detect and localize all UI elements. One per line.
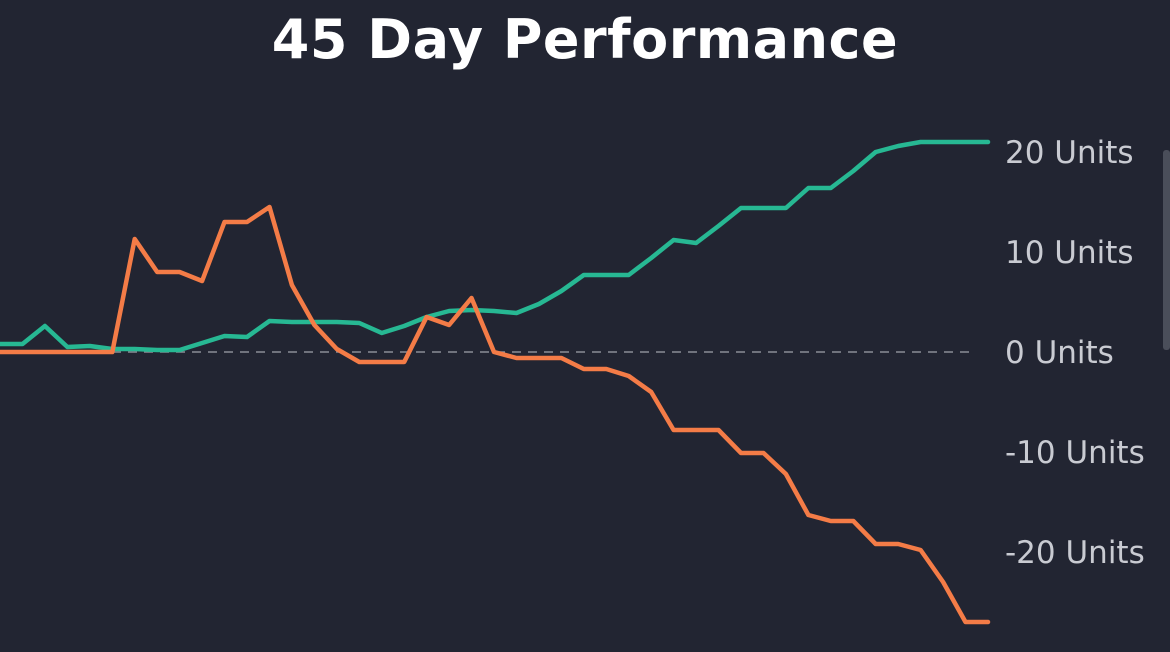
y-tick-label: -10 Units bbox=[1005, 435, 1145, 471]
series-line-2 bbox=[0, 204, 991, 625]
y-tick-label: 0 Units bbox=[1005, 335, 1114, 371]
series-line-1 bbox=[0, 139, 991, 353]
chart-title: 45 Day Performance bbox=[271, 8, 899, 71]
y-tick-label: -20 Units bbox=[1005, 535, 1145, 571]
y-tick-label: 20 Units bbox=[1005, 135, 1134, 171]
y-tick-label: 10 Units bbox=[1005, 235, 1134, 271]
scrollbar[interactable] bbox=[1163, 150, 1170, 350]
